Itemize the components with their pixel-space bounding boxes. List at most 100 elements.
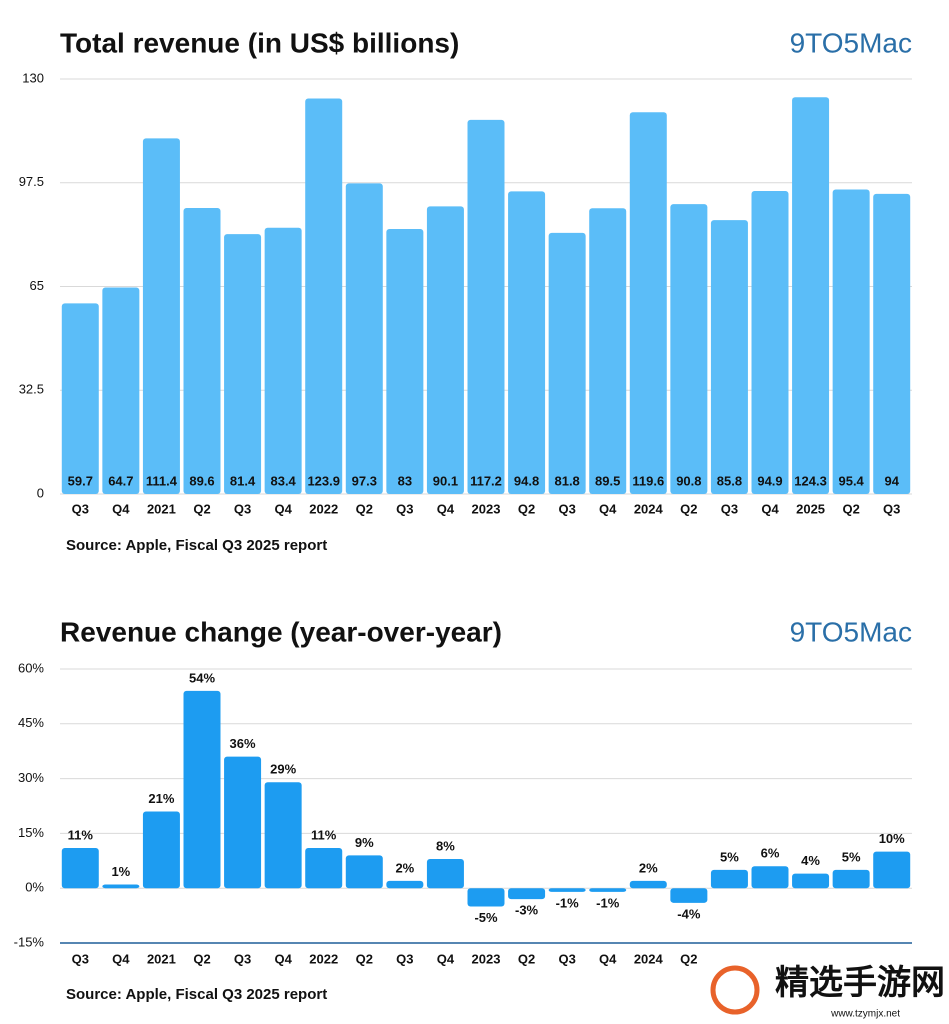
x-tick-label: 2022 <box>309 501 338 516</box>
x-tick-label: Q3 <box>883 501 900 516</box>
x-tick-label: Q3 <box>234 501 251 516</box>
value-label: 5% <box>720 849 739 864</box>
x-tick-label: 2022 <box>309 951 338 966</box>
bar <box>467 888 505 907</box>
x-tick-label: Q4 <box>761 501 779 516</box>
value-label: 90.8 <box>676 473 701 488</box>
value-label: 11% <box>68 827 94 842</box>
x-tick-label: Q2 <box>842 501 859 516</box>
x-tick-label: Q2 <box>193 951 210 966</box>
x-tick-label: 2021 <box>147 501 176 516</box>
bar <box>710 869 748 889</box>
y-tick-label: 60% <box>18 660 44 675</box>
y-tick-label: 65 <box>30 278 44 293</box>
bar <box>386 229 424 495</box>
x-tick-label: Q2 <box>680 501 697 516</box>
bar <box>792 97 830 494</box>
bar <box>305 98 343 494</box>
source: Source: Apple, Fiscal Q3 2025 report <box>66 537 327 554</box>
bar <box>426 206 464 494</box>
x-tick-label: 2024 <box>634 951 664 966</box>
value-label: 89.5 <box>595 473 620 488</box>
bar <box>224 756 262 889</box>
x-tick-label: Q3 <box>72 501 89 516</box>
bar <box>142 811 180 889</box>
value-label: 81.8 <box>554 473 579 488</box>
value-label: -5% <box>474 910 498 925</box>
value-label: 36% <box>230 736 256 751</box>
x-tick-label: Q4 <box>274 501 292 516</box>
bar <box>305 848 343 889</box>
bar <box>710 220 748 494</box>
value-label: 83 <box>398 473 412 488</box>
logo: 9TO5Mac <box>790 616 912 647</box>
x-tick-label: Q2 <box>356 501 373 516</box>
x-tick-label: 2023 <box>472 501 501 516</box>
bar <box>751 866 789 889</box>
value-label: 124.3 <box>794 473 827 488</box>
x-tick-label: Q4 <box>112 951 130 966</box>
bar <box>751 191 789 495</box>
x-tick-label: Q3 <box>721 501 738 516</box>
value-label: 85.8 <box>717 473 742 488</box>
x-tick-label: Q2 <box>518 501 535 516</box>
x-tick-label: Q2 <box>518 951 535 966</box>
value-label: 10% <box>879 831 905 846</box>
bar <box>670 204 708 494</box>
y-tick-label: 32.5 <box>19 382 44 397</box>
value-label: 2% <box>395 860 414 875</box>
bar <box>264 782 302 889</box>
y-tick-label: 15% <box>18 825 44 840</box>
value-label: 8% <box>436 838 455 853</box>
value-label: 95.4 <box>838 473 864 488</box>
value-label: -4% <box>677 906 701 921</box>
bar <box>792 873 830 889</box>
x-tick-label: Q4 <box>437 951 455 966</box>
value-label: 59.7 <box>68 473 93 488</box>
bar <box>670 888 708 903</box>
value-label: 21% <box>148 791 174 806</box>
y-tick-label: -15% <box>14 934 45 949</box>
watermark-url: www.tzymjx.net <box>830 1009 900 1020</box>
value-label: 123.9 <box>307 473 340 488</box>
bar <box>102 884 140 889</box>
value-label: 6% <box>761 846 780 861</box>
value-label: 94 <box>884 473 899 488</box>
bar <box>589 208 627 495</box>
bar <box>873 851 911 889</box>
value-label: 9% <box>355 835 374 850</box>
y-tick-label: 130 <box>22 70 44 85</box>
value-label: 29% <box>270 762 296 777</box>
bar <box>629 880 667 889</box>
value-label: 81.4 <box>230 473 256 488</box>
bar <box>183 690 221 889</box>
x-tick-label: 2024 <box>634 501 664 516</box>
value-label: 64.7 <box>108 473 133 488</box>
bar <box>548 232 586 494</box>
value-label: 83.4 <box>270 473 296 488</box>
y-tick-label: 0 <box>37 485 44 500</box>
x-tick-label: Q2 <box>193 501 210 516</box>
bar <box>426 858 464 889</box>
value-label: 94.9 <box>757 473 782 488</box>
bar <box>629 112 667 494</box>
x-tick-label: Q3 <box>72 951 89 966</box>
x-tick-label: Q3 <box>558 951 575 966</box>
value-label: 111.4 <box>146 473 178 488</box>
value-label: 5% <box>842 849 861 864</box>
logo: 9TO5Mac <box>790 27 912 58</box>
bar <box>508 191 546 494</box>
value-label: 54% <box>189 670 215 685</box>
x-tick-label: Q3 <box>558 501 575 516</box>
source: Source: Apple, Fiscal Q3 2025 report <box>66 986 327 1003</box>
bar <box>264 227 302 494</box>
value-label: 97.3 <box>352 473 377 488</box>
x-tick-label: Q2 <box>356 951 373 966</box>
bar <box>61 303 99 494</box>
bar <box>345 855 383 889</box>
bar <box>102 287 140 494</box>
x-tick-label: Q4 <box>599 951 617 966</box>
x-tick-label: 2025 <box>796 501 825 516</box>
bar <box>142 138 180 494</box>
